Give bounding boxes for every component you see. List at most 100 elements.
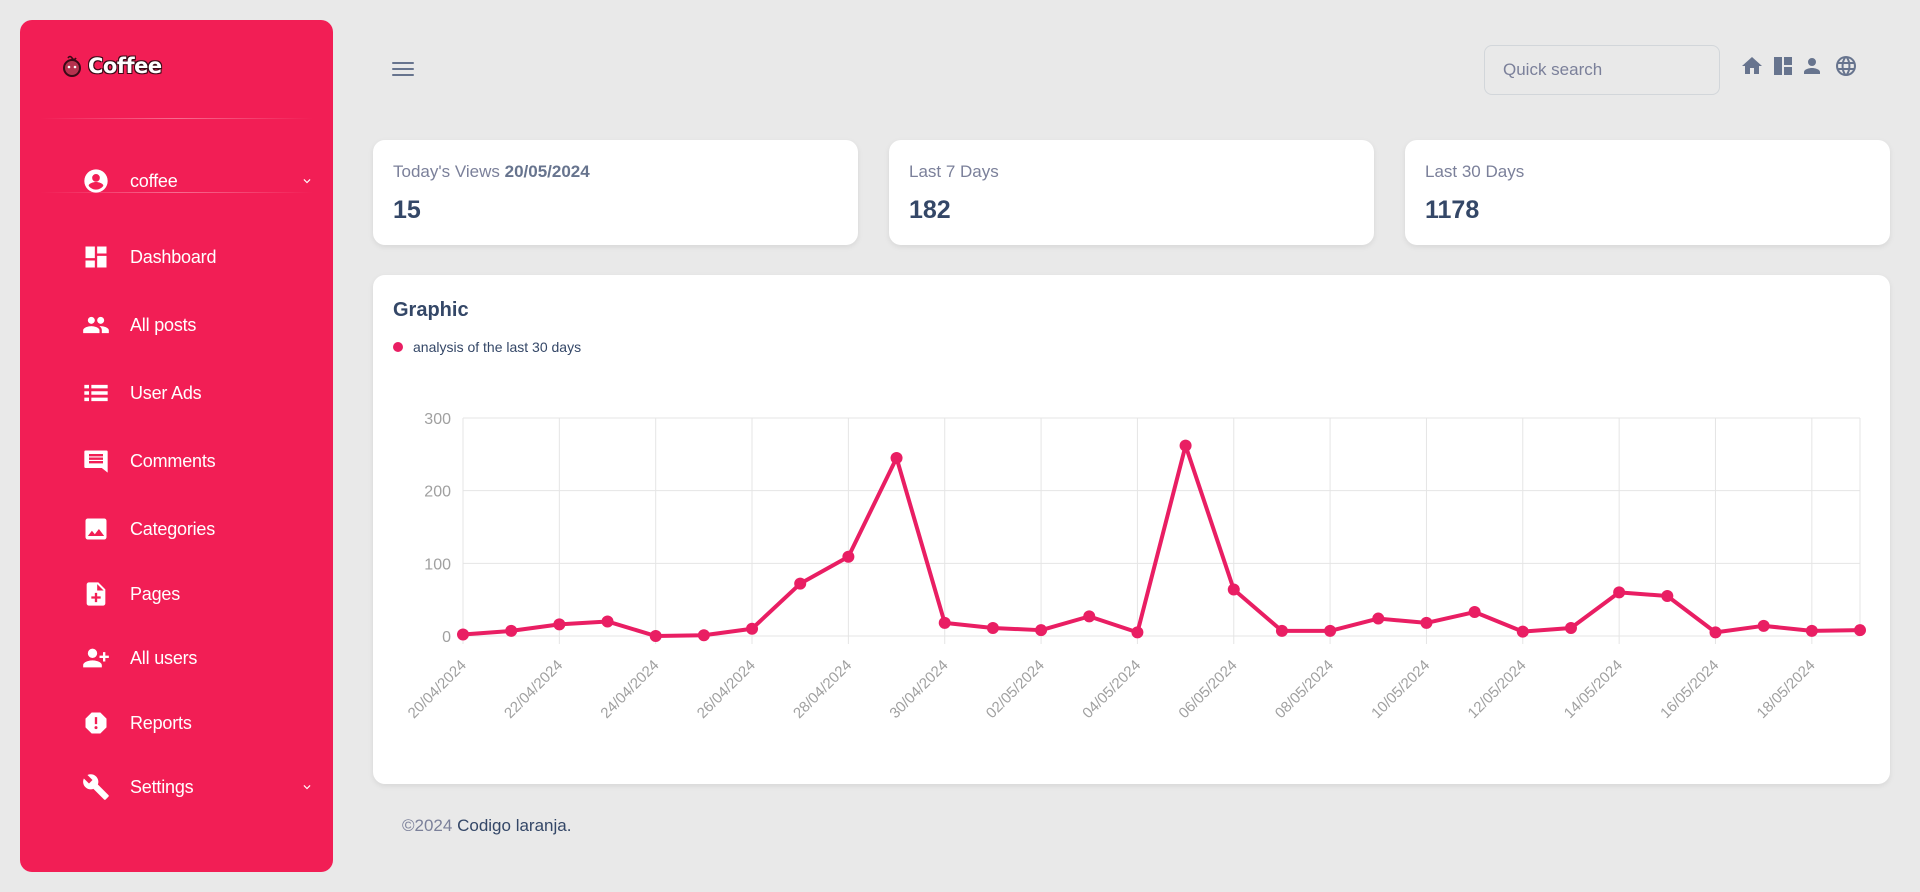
hamburger-icon xyxy=(392,62,414,64)
chevron-down-icon xyxy=(300,780,314,794)
menu-toggle-button[interactable] xyxy=(392,58,416,78)
sidebar-item-comments[interactable]: Comments xyxy=(40,438,313,484)
note-add-icon xyxy=(82,580,110,608)
sidebar-item-all-users[interactable]: All users xyxy=(40,635,313,681)
chart-title: Graphic xyxy=(393,299,469,321)
legend-label: analysis of the last 30 days xyxy=(413,339,582,355)
x-tick-label: 20/04/2024 xyxy=(405,657,470,722)
report-icon xyxy=(82,709,110,737)
x-tick-label: 16/05/2024 xyxy=(1657,657,1722,722)
hamburger-icon xyxy=(392,68,414,70)
sidebar-item-dashboard[interactable]: Dashboard xyxy=(40,234,313,280)
person-icon[interactable] xyxy=(1800,54,1824,78)
dashboard-icon[interactable] xyxy=(1771,54,1795,78)
sidebar-item-label: Reports xyxy=(130,712,192,733)
data-point xyxy=(1083,610,1096,623)
stat-value: 1178 xyxy=(1425,196,1480,224)
data-point xyxy=(1564,622,1577,635)
data-point xyxy=(1709,626,1722,639)
sidebar: Coffee coffee Dashboard All posts User A… xyxy=(20,20,333,872)
stat-date: 20/05/2024 xyxy=(504,162,590,181)
line-chart: 0 100 200 300 20/04/2024 22/04/2024 24/04/2024… xyxy=(405,411,1866,722)
user-name: coffee xyxy=(130,170,178,191)
footer-link[interactable]: Codigo laranja. xyxy=(457,816,572,835)
data-point xyxy=(1854,624,1866,637)
data-point xyxy=(1516,625,1529,638)
x-tick-label: 14/05/2024 xyxy=(1561,657,1626,722)
x-tick-label: 18/05/2024 xyxy=(1754,657,1819,722)
sidebar-item-label: Comments xyxy=(130,450,216,471)
data-point xyxy=(1324,624,1337,637)
data-point xyxy=(1035,624,1048,637)
sidebar-item-user-ads[interactable]: User Ads xyxy=(40,370,313,416)
stat-value: 15 xyxy=(393,196,421,224)
y-tick-label: 200 xyxy=(424,484,451,501)
globe-icon[interactable] xyxy=(1834,54,1858,78)
stat-card-7-days: Last 7 Days 182 xyxy=(889,140,1374,245)
footer: ©2024 Codigo laranja. xyxy=(402,816,571,836)
home-icon[interactable] xyxy=(1740,54,1764,78)
stat-label: Last 30 Days xyxy=(1425,162,1525,181)
data-point xyxy=(1372,612,1385,625)
sidebar-item-reports[interactable]: Reports xyxy=(40,700,313,746)
divider xyxy=(40,192,313,193)
copyright: ©2024 xyxy=(402,816,453,835)
data-point xyxy=(842,550,855,563)
dashboard-icon xyxy=(82,243,110,271)
stat-card-today: Today's Views 20/05/2024 15 xyxy=(373,140,858,245)
brand[interactable]: Coffee xyxy=(60,54,162,78)
data-point xyxy=(457,628,469,641)
user-menu[interactable]: coffee xyxy=(40,158,313,204)
x-tick-label: 26/04/2024 xyxy=(694,657,759,722)
stat-value: 182 xyxy=(909,196,951,224)
data-point xyxy=(1661,590,1674,603)
x-tick-label: 22/04/2024 xyxy=(501,657,566,722)
chart-legend: analysis of the last 30 days xyxy=(393,339,581,355)
people-icon xyxy=(82,311,110,339)
comment-icon xyxy=(82,447,110,475)
image-icon xyxy=(82,515,110,543)
x-tick-label: 12/05/2024 xyxy=(1465,657,1530,722)
list-icon xyxy=(82,379,110,407)
x-tick-label: 28/04/2024 xyxy=(790,657,855,722)
stat-label: Last 7 Days xyxy=(909,162,999,181)
stat-label: Today's Views 20/05/2024 xyxy=(393,162,590,181)
x-tick-label: 10/05/2024 xyxy=(1368,657,1433,722)
person-add-icon xyxy=(82,644,110,672)
data-point xyxy=(1613,586,1626,599)
data-point xyxy=(649,630,662,642)
data-point xyxy=(1757,619,1770,632)
x-tick-label: 04/05/2024 xyxy=(1079,657,1144,722)
data-point xyxy=(505,624,518,637)
sidebar-item-all-posts[interactable]: All posts xyxy=(40,302,313,348)
chart-card: 0 100 200 300 20/04/2024 22/04/2024 24/04/2024… xyxy=(373,275,1890,784)
wrench-icon xyxy=(82,773,110,801)
y-tick-label: 300 xyxy=(424,411,451,428)
stat-card-30-days: Last 30 Days 1178 xyxy=(1405,140,1890,245)
series-line xyxy=(461,443,1862,638)
sidebar-item-label: All users xyxy=(130,647,198,668)
sidebar-item-categories[interactable]: Categories xyxy=(40,506,313,552)
sidebar-item-label: Settings xyxy=(130,776,194,797)
x-tick-label: 30/04/2024 xyxy=(886,657,951,722)
y-tick-label: 0 xyxy=(442,629,451,646)
account-circle-icon xyxy=(82,167,110,195)
data-point xyxy=(890,451,903,464)
data-point xyxy=(1468,606,1481,619)
sidebar-item-label: All posts xyxy=(130,314,197,335)
data-point xyxy=(1275,624,1288,637)
search-input[interactable] xyxy=(1484,45,1720,95)
x-tick-label: 02/05/2024 xyxy=(983,657,1048,722)
x-tick-label: 24/04/2024 xyxy=(597,657,662,722)
data-point xyxy=(986,622,999,635)
sidebar-item-label: Categories xyxy=(130,518,216,539)
data-point xyxy=(697,629,710,642)
sidebar-item-pages[interactable]: Pages xyxy=(40,571,313,617)
sidebar-item-settings[interactable]: Settings xyxy=(40,764,313,810)
data-point xyxy=(746,622,759,635)
data-point xyxy=(794,577,807,590)
chevron-down-icon xyxy=(300,174,314,188)
brand-name: Coffee xyxy=(88,54,162,78)
y-tick-label: 100 xyxy=(424,556,451,573)
data-point xyxy=(1420,616,1433,629)
